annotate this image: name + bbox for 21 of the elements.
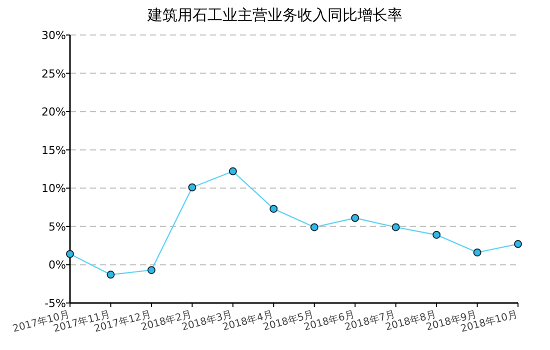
point xyxy=(392,223,400,232)
point xyxy=(147,266,156,274)
point xyxy=(228,167,237,176)
chart-title: 建筑用石工业主营业务收入同比增长率 xyxy=(146,6,402,24)
y-tick-label: -5% xyxy=(44,297,66,310)
point xyxy=(432,230,441,239)
point xyxy=(351,214,360,222)
point xyxy=(310,223,318,232)
point xyxy=(473,248,482,256)
point xyxy=(66,250,74,258)
y-tick-label: 20% xyxy=(42,106,66,119)
y-tick-label: 25% xyxy=(42,67,66,80)
point xyxy=(106,270,115,279)
y-tick-label: 5% xyxy=(48,220,66,234)
point xyxy=(514,240,522,248)
y-tick-label: 0% xyxy=(48,258,66,272)
point xyxy=(270,204,278,213)
point xyxy=(188,183,196,192)
y-tick-label: 30% xyxy=(42,29,66,42)
y-tick-label: 10% xyxy=(42,182,66,196)
y-tick-label: 15% xyxy=(42,144,66,157)
